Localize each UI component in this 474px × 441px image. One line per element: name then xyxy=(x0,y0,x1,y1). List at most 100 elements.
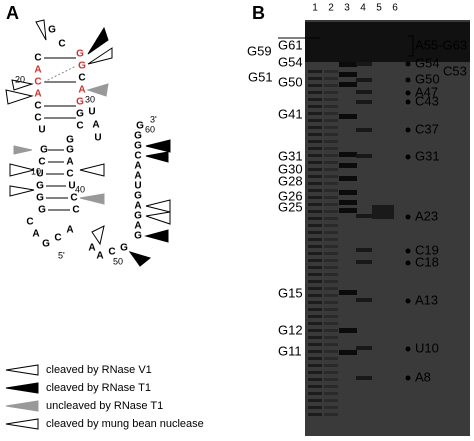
nucleotide: C xyxy=(34,113,41,124)
band xyxy=(324,413,338,416)
band xyxy=(324,77,338,80)
band xyxy=(356,90,372,94)
gel-bands xyxy=(305,22,470,416)
band xyxy=(356,260,372,264)
band xyxy=(324,168,338,171)
nucleotide: U xyxy=(88,107,95,118)
band xyxy=(308,343,322,346)
position-number: 30 xyxy=(85,94,95,104)
band-label: A23 xyxy=(415,208,438,223)
panel-label: A xyxy=(6,3,19,23)
cleavage-mark xyxy=(86,83,109,97)
band-dot xyxy=(405,77,411,83)
cleavage-mark xyxy=(145,199,171,213)
band xyxy=(324,259,338,262)
position-number: 40 xyxy=(75,184,85,194)
nucleotide: G xyxy=(134,141,142,152)
nucleotide: A xyxy=(96,251,103,262)
band-label: G54 xyxy=(278,54,303,69)
band-label: C19 xyxy=(415,242,439,257)
nucleotide: C xyxy=(78,73,85,84)
nucleotide: U xyxy=(38,125,45,136)
band xyxy=(324,196,338,199)
band xyxy=(308,133,322,136)
nucleotide: C xyxy=(66,169,73,180)
band xyxy=(308,378,322,381)
band xyxy=(324,84,338,87)
band xyxy=(308,308,322,311)
band xyxy=(308,392,322,395)
band xyxy=(356,128,372,132)
band xyxy=(308,371,322,374)
nucleotide: G xyxy=(42,239,50,250)
band-label: G54 xyxy=(415,55,440,70)
band xyxy=(324,364,338,367)
band xyxy=(324,294,338,297)
lane-label: 4 xyxy=(360,3,366,14)
band xyxy=(308,322,322,325)
band xyxy=(308,315,322,318)
bracket xyxy=(408,35,414,57)
nucleotide: G xyxy=(66,145,74,156)
band xyxy=(339,176,357,181)
band xyxy=(339,190,357,195)
band xyxy=(324,280,338,283)
band-dot xyxy=(405,99,411,105)
band-dot xyxy=(405,260,411,266)
band xyxy=(339,290,357,295)
band xyxy=(356,248,372,252)
band xyxy=(324,315,338,318)
band xyxy=(308,140,322,143)
nucleotide: A xyxy=(88,243,95,254)
band xyxy=(324,245,338,248)
band-dot xyxy=(405,298,411,304)
cleavage-mark xyxy=(5,400,39,412)
band-label: C37 xyxy=(415,121,439,136)
band xyxy=(308,406,322,409)
nucleotide: C xyxy=(54,233,61,244)
band xyxy=(308,189,322,192)
nucleotide: C xyxy=(26,217,33,228)
nucleotide: G xyxy=(40,145,48,156)
band xyxy=(308,280,322,283)
band xyxy=(308,105,322,108)
band-label: A47 xyxy=(415,84,438,99)
nucleotide: A xyxy=(134,161,141,172)
cleavage-mark xyxy=(91,225,105,246)
band xyxy=(308,273,322,276)
band xyxy=(308,196,322,199)
band xyxy=(324,252,338,255)
band xyxy=(356,346,372,350)
nucleotide: U xyxy=(134,181,141,192)
nucleotide: A xyxy=(134,171,141,182)
legend-label: cleaved by mung bean nuclease xyxy=(46,418,204,430)
band xyxy=(339,328,357,333)
nucleotide: A xyxy=(34,65,41,76)
band xyxy=(324,224,338,227)
cleavage-mark xyxy=(145,139,171,153)
lane-label: 5 xyxy=(376,3,382,14)
band xyxy=(339,72,357,77)
band xyxy=(324,231,338,234)
band xyxy=(324,210,338,213)
nucleotide: G xyxy=(36,181,44,192)
nucleotide: C xyxy=(38,157,45,168)
cleavage-mark xyxy=(87,47,113,65)
band xyxy=(308,357,322,360)
band xyxy=(308,245,322,248)
band xyxy=(324,238,338,241)
legend-label: cleaved by RNase T1 xyxy=(46,382,151,394)
band xyxy=(308,336,322,339)
band-label: G30 xyxy=(278,161,303,176)
band-label: G41 xyxy=(278,106,303,121)
band-label: A55-G63 xyxy=(415,37,467,52)
nucleotide: C xyxy=(72,205,79,216)
band-dot xyxy=(405,90,411,96)
end-label: 5' xyxy=(58,250,65,260)
band-dot xyxy=(405,61,411,67)
band xyxy=(308,301,322,304)
band xyxy=(324,301,338,304)
band xyxy=(308,70,322,73)
